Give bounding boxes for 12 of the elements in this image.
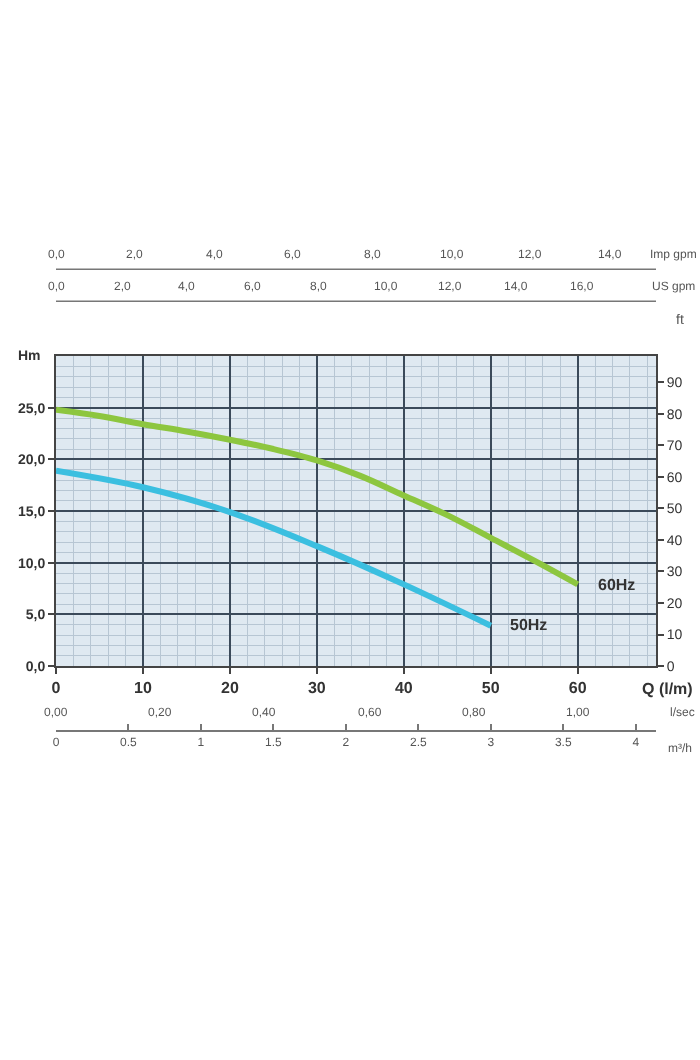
line-series (56, 467, 494, 629)
x-tick-label: 0 (51, 679, 62, 698)
x-tick-label: 50 (481, 679, 501, 698)
x-tick-label: 20 (221, 679, 240, 698)
x-tick-label: 60 (568, 679, 588, 698)
series-label: 50Hz (510, 616, 548, 634)
series-label: 60Hz (598, 576, 636, 594)
x-axis-title: Q (l/m) (642, 680, 694, 698)
x-tick-label: 40 (394, 679, 414, 698)
x-tick-label: 10 (134, 679, 153, 698)
x-tick-label: 30 (307, 679, 327, 698)
line-series (56, 406, 581, 588)
